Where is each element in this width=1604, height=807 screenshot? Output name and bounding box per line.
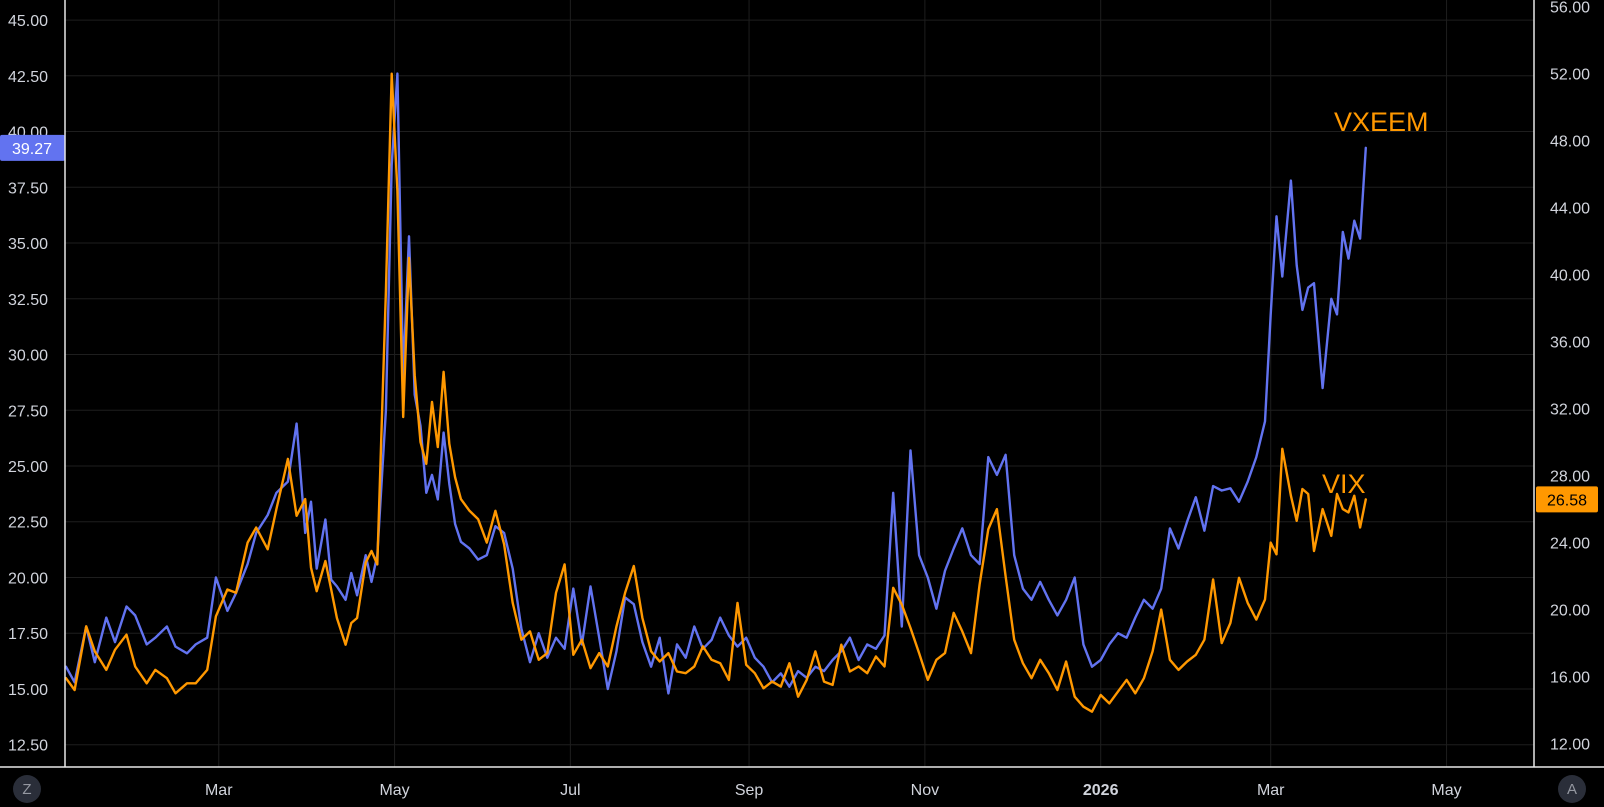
- scale-mode-button-left-bg[interactable]: [13, 775, 41, 803]
- left-tick-label: 35.00: [8, 236, 48, 253]
- x-tick-label: 2026: [1083, 782, 1119, 799]
- vix-price-badge-value: 26.58: [1547, 492, 1587, 509]
- auto-scale-button-bg[interactable]: [1558, 775, 1586, 803]
- right-tick-label: 56.00: [1550, 0, 1590, 17]
- right-tick-label: 44.00: [1550, 201, 1590, 218]
- right-tick-label: 32.00: [1550, 402, 1590, 419]
- scale-mode-button-left-label: Z: [22, 781, 31, 798]
- series-label-vix: VIX: [1322, 469, 1366, 499]
- right-tick-label: 48.00: [1550, 134, 1590, 151]
- series-label-vxeem: VXEEM: [1334, 107, 1429, 137]
- x-tick-label: May: [1431, 782, 1461, 799]
- price-badges: 39.27 26.58: [0, 134, 1598, 513]
- left-tick-label: 22.50: [8, 515, 48, 532]
- auto-scale-button[interactable]: A: [1558, 775, 1586, 803]
- left-tick-label: 42.50: [8, 69, 48, 86]
- right-tick-label: 24.00: [1550, 536, 1590, 553]
- x-tick-label: Mar: [205, 782, 233, 799]
- right-tick-label: 28.00: [1550, 469, 1590, 486]
- scale-mode-button-left[interactable]: Z: [13, 775, 41, 803]
- left-tick-label: 12.50: [8, 738, 48, 755]
- x-tick-label: Nov: [911, 782, 939, 799]
- right-tick-label: 40.00: [1550, 268, 1590, 285]
- right-tick-label: 12.00: [1550, 737, 1590, 754]
- x-tick-label: Sep: [735, 782, 764, 799]
- axis-lines: [0, 0, 1604, 768]
- vxeem-price-badge: [0, 134, 65, 161]
- left-tick-label: 15.00: [8, 682, 48, 699]
- left-tick-label: 45.00: [8, 13, 48, 30]
- left-tick-label: 37.50: [8, 180, 48, 197]
- left-tick-label: 25.00: [8, 459, 48, 476]
- right-tick-label: 36.00: [1550, 335, 1590, 352]
- right-tick-label: 20.00: [1550, 603, 1590, 620]
- series-line-vxeem: [64, 72, 1367, 695]
- left-tick-label: 32.50: [8, 292, 48, 309]
- series-labels: VXEEM VIX: [1322, 107, 1429, 499]
- x-axis: Mar May Jul Sep Nov 2026 Mar May: [205, 782, 1462, 799]
- vix-price-badge: [1536, 486, 1598, 513]
- x-tick-label: Jul: [560, 782, 580, 799]
- right-axis: 12.00 16.00 20.00 24.00 28.00 32.00 36.00 40.00…: [1550, 0, 1590, 754]
- left-tick-label: 30.00: [8, 348, 48, 365]
- x-tick-label: Mar: [1257, 782, 1285, 799]
- auto-scale-button-label: A: [1567, 781, 1577, 798]
- left-tick-label: 27.50: [8, 403, 48, 420]
- right-tick-label: 16.00: [1550, 670, 1590, 687]
- series-line-vix: [64, 72, 1367, 713]
- plot-area: [64, 72, 1367, 713]
- right-tick-label: 52.00: [1550, 67, 1590, 84]
- vxeem-price-badge-value: 39.27: [12, 141, 52, 158]
- left-tick-label: 17.50: [8, 626, 48, 643]
- left-tick-label: 20.00: [8, 570, 48, 587]
- x-tick-label: May: [379, 782, 409, 799]
